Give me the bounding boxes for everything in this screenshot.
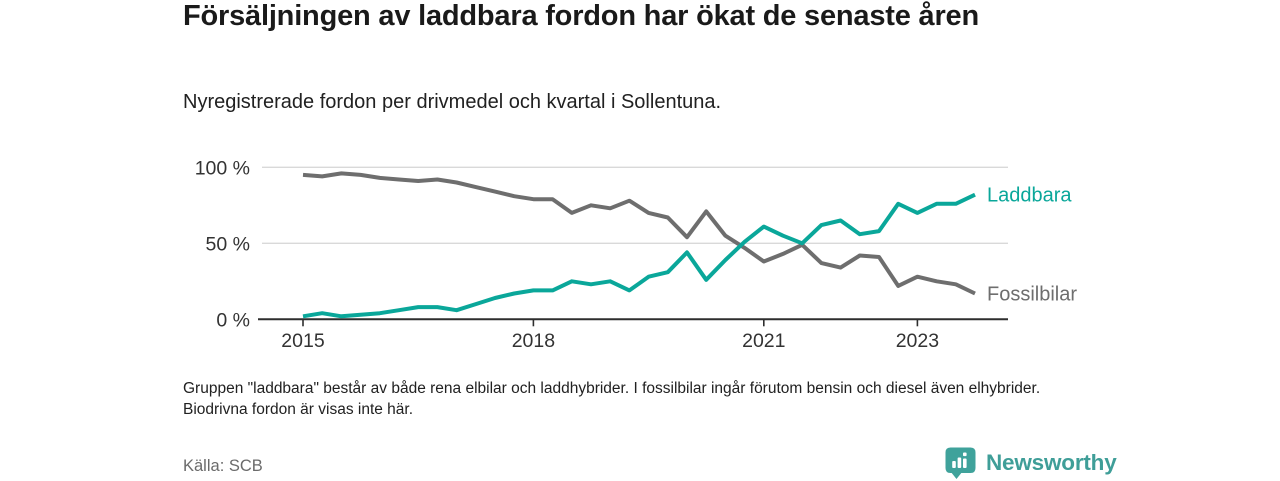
- y-tick-label-50: 50 %: [206, 233, 250, 255]
- x-tick-label-2023: 2023: [896, 330, 939, 352]
- x-tick-label-2018: 2018: [512, 330, 555, 352]
- y-tick-label-100: 100 %: [195, 157, 250, 179]
- y-tick-label-0: 0 %: [216, 309, 250, 331]
- laddbara-label: Laddbara: [987, 185, 1072, 207]
- chart-subtitle: Nyregistrerade fordon per drivmedel och …: [183, 91, 722, 113]
- plot-svg: 0 % 50 % 100 % 2015 2018 2021 2023 Laddb…: [195, 157, 1078, 352]
- chart-title: Försäljningen av laddbara fordon har öka…: [183, 0, 979, 32]
- logo-text: Newsworthy: [986, 450, 1117, 475]
- fossilbilar-label: Fossilbilar: [987, 283, 1077, 305]
- source-text: Källa: SCB: [183, 457, 263, 475]
- x-tick-label-2015: 2015: [281, 330, 325, 352]
- chart-footnote: Gruppen "laddbara" består av både rena e…: [183, 380, 1041, 418]
- newsworthy-logo: Newsworthy: [944, 445, 1117, 481]
- chart-area: 0 % 50 % 100 % 2015 2018 2021 2023 Laddb…: [183, 150, 1098, 355]
- newsworthy-icon: [945, 447, 976, 479]
- fossilbilar-line: [302, 171, 976, 296]
- x-tick-label-2021: 2021: [742, 330, 785, 352]
- laddbara-line: [302, 192, 976, 319]
